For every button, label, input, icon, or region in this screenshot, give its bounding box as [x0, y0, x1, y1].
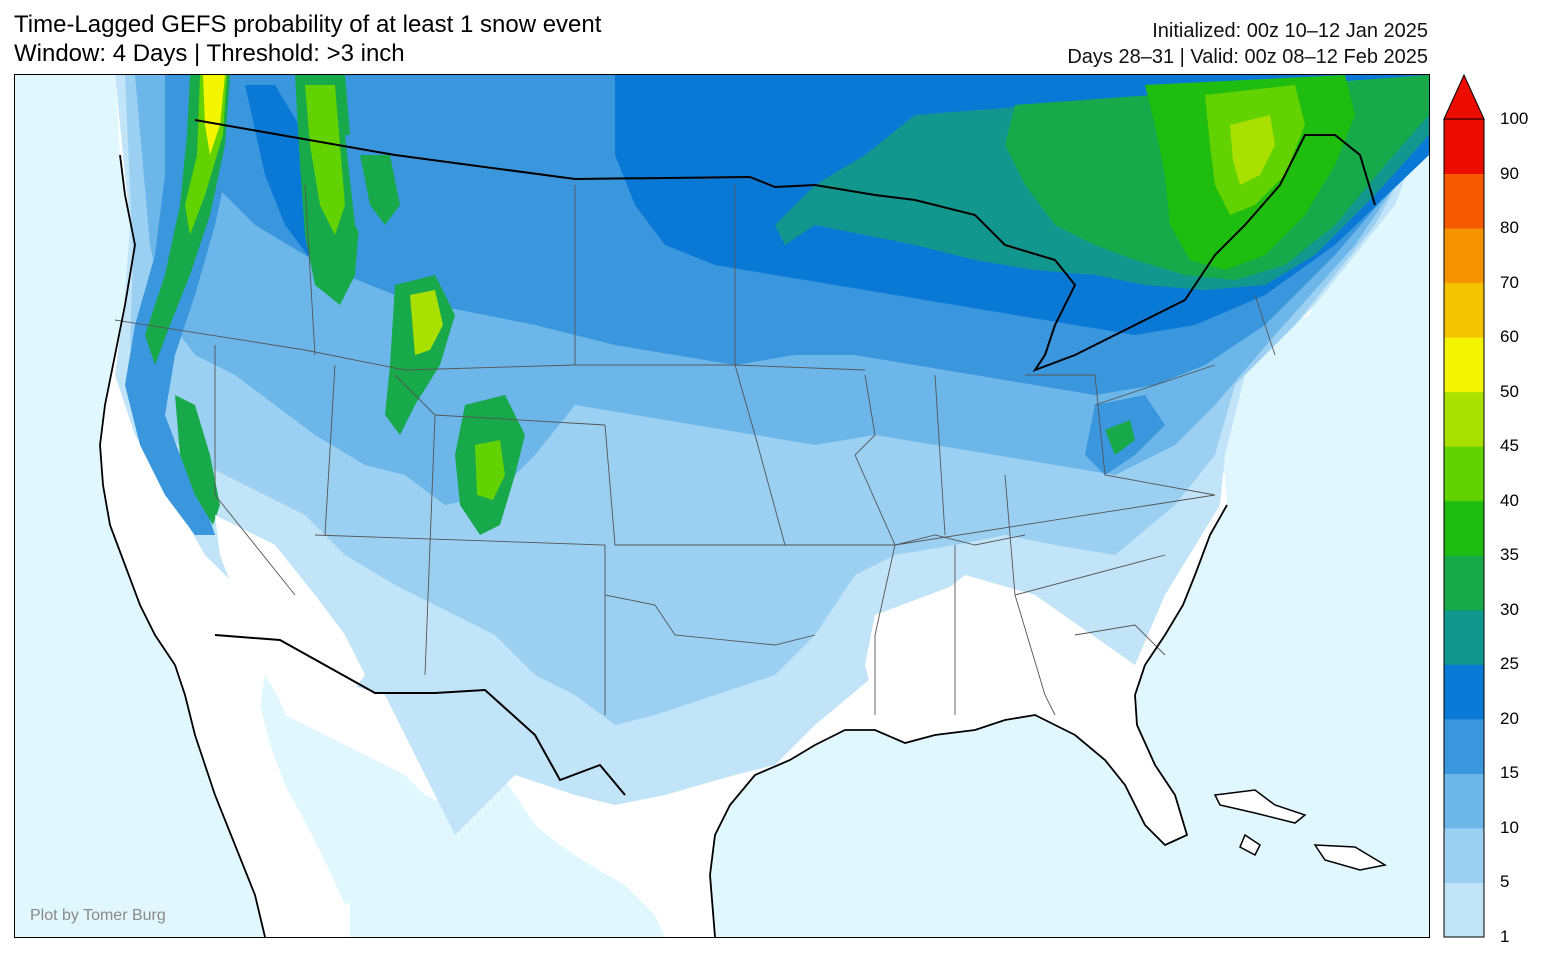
- colorbar-swatch: [1444, 664, 1484, 720]
- colorbar-tick-label: 1: [1500, 927, 1510, 946]
- colorbar-tick-label: 30: [1500, 599, 1519, 619]
- map-canvas: [15, 75, 1429, 937]
- colorbar-tick-label: 70: [1500, 272, 1519, 292]
- rockies-north-lime: [305, 85, 345, 235]
- prob-45-50: [1230, 115, 1275, 185]
- colorbar-swatch: [1444, 827, 1484, 883]
- colorbar-swatch: [1444, 773, 1484, 829]
- country-borders: [194, 119, 1376, 796]
- sierra-band: [175, 395, 220, 525]
- zero-southeast: [865, 585, 1135, 735]
- cascades-peak: [203, 75, 225, 155]
- colorbar-swatch: [1444, 282, 1484, 338]
- colorbar-tick-label: 5: [1500, 872, 1510, 892]
- colorbar-swatch: [1444, 173, 1484, 229]
- colorbar: [1443, 74, 1485, 938]
- title-line-2: Window: 4 Days | Threshold: >3 inch: [14, 40, 405, 67]
- colorbar-swatch: [1444, 228, 1484, 284]
- credit-label: Plot by Tomer Burg: [30, 907, 166, 924]
- colorbar-swatch: [1444, 446, 1484, 502]
- colorbar-tick-label: 35: [1500, 545, 1519, 565]
- initialized-label: Initialized: 00z 10–12 Jan 2025: [1152, 20, 1428, 42]
- gulf-of-california: [260, 675, 360, 905]
- colorbar-tick-label: 45: [1500, 436, 1519, 456]
- colorbar-extend-arrow: [1443, 74, 1485, 120]
- colorbar-swatch: [1444, 718, 1484, 774]
- rockies-central-yellow: [410, 290, 443, 355]
- map-title: Time-Lagged GEFS probability of at least…: [14, 10, 601, 68]
- valid-label: Days 28–31 | Valid: 00z 08–12 Feb 2025: [1067, 46, 1428, 68]
- colorbar-tick-label: 20: [1500, 708, 1519, 728]
- run-info: Initialized: 00z 10–12 Jan 2025 Days 28–…: [1067, 18, 1428, 70]
- title-line-1: Time-Lagged GEFS probability of at least…: [14, 11, 602, 38]
- colorbar-tick-label: 10: [1500, 817, 1519, 837]
- colorbar-swatch: [1444, 391, 1484, 447]
- state-borders: [114, 184, 1276, 716]
- colorbar-swatch: [1444, 119, 1484, 175]
- caribbean-islands: [1213, 789, 1388, 871]
- rockies-colorado-lime: [475, 440, 505, 500]
- colorbar-tick-label: 60: [1500, 327, 1519, 347]
- colorbar-tick-label: 40: [1500, 490, 1519, 510]
- colorbar-swatch: [1444, 882, 1484, 938]
- colorbar-swatch: [1444, 500, 1484, 556]
- colorbar-tick-label: 90: [1500, 163, 1519, 183]
- montana-green: [360, 155, 400, 225]
- colorbar-tick-label: 100: [1500, 109, 1529, 128]
- appalachian-green: [1105, 420, 1135, 455]
- colorbar-tick-label: 15: [1500, 763, 1519, 783]
- coastline: [99, 154, 1228, 937]
- colorbar-tick-label: 80: [1500, 218, 1519, 238]
- colorbar-tick-label: 50: [1500, 381, 1519, 401]
- colorbar-swatch: [1444, 555, 1484, 611]
- map-panel: [14, 74, 1430, 938]
- colorbar-swatch: [1444, 337, 1484, 393]
- colorbar-tick-label: 25: [1500, 654, 1519, 674]
- colorbar-frame: [1443, 118, 1485, 938]
- zero-southwest: [215, 515, 365, 715]
- probability-shading: [115, 75, 1429, 835]
- colorbar-swatch: [1444, 609, 1484, 665]
